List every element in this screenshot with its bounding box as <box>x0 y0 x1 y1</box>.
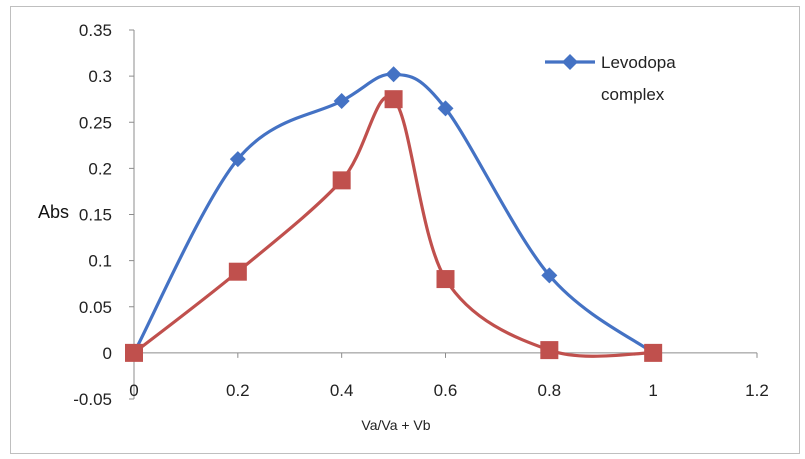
x-tick-label: 0.8 <box>538 381 562 400</box>
series-line-1 <box>133 95 654 358</box>
data-point-diamond <box>229 151 246 168</box>
data-point-diamond <box>541 267 558 284</box>
x-tick-label: 0.4 <box>330 381 354 400</box>
x-tick-label: 0 <box>129 381 138 400</box>
series-line-0 <box>132 72 655 355</box>
y-tick-labels: -0.05 0 0.05 0.1 0.15 0.2 0.25 0.3 0.35 <box>73 21 112 409</box>
data-point-diamond <box>437 100 454 117</box>
legend: Levodopa complex <box>545 53 676 104</box>
y-tick-label: 0.35 <box>79 21 112 40</box>
x-tick-label: 1.2 <box>745 381 769 400</box>
data-point-square <box>436 270 455 289</box>
legend-label: Levodopa complex <box>601 53 676 104</box>
data-point-square <box>540 341 559 360</box>
y-tick-label: 0.3 <box>88 67 112 86</box>
data-point-square <box>125 343 143 362</box>
data-point-diamond <box>333 93 350 110</box>
x-axis-title: Va/Va + Vb <box>361 417 430 433</box>
y-tick-label: 0.25 <box>79 113 112 132</box>
legend-label-line: complex <box>601 85 665 104</box>
x-tick-label: 0.6 <box>434 381 458 400</box>
series-lines <box>132 72 655 358</box>
y-tick-label: -0.05 <box>73 390 112 409</box>
legend-marker <box>562 54 578 70</box>
x-tick-label: 1 <box>648 381 657 400</box>
data-point-square <box>228 262 247 281</box>
data-point-square <box>384 90 403 109</box>
y-tick-label: 0 <box>103 344 112 363</box>
data-point-square <box>332 171 351 190</box>
y-tick-label: 0.05 <box>79 298 112 317</box>
legend-label-line: Levodopa <box>601 53 676 72</box>
y-tick-label: 0.1 <box>88 252 112 271</box>
y-tick-label: 0.2 <box>88 159 112 178</box>
x-tick-labels: 0 0.2 0.4 0.6 0.8 1 1.2 <box>129 381 769 400</box>
series-markers <box>125 66 663 362</box>
data-point-square <box>644 343 663 362</box>
data-point-diamond <box>385 66 402 83</box>
x-tick-label: 0.2 <box>226 381 250 400</box>
y-tick-label: 0.15 <box>79 206 112 225</box>
y-axis-title: Abs <box>38 202 69 222</box>
chart-area <box>10 6 800 454</box>
